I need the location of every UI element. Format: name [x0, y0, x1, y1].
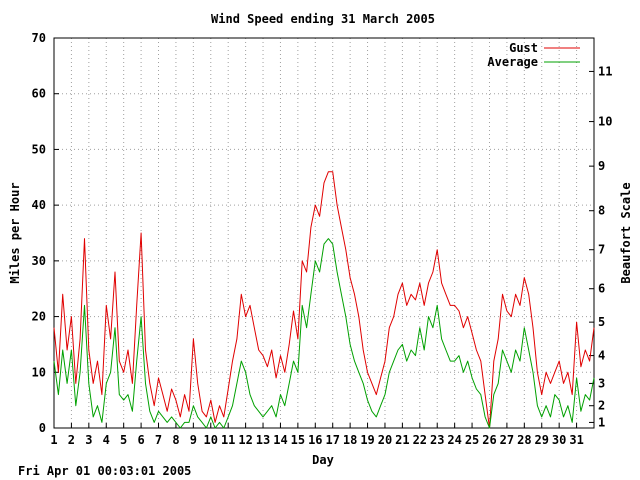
gust-line: [53, 171, 595, 429]
x-tick-label: 19: [360, 433, 374, 447]
x-tick-label: 5: [120, 433, 127, 447]
x-tick-label: 22: [413, 433, 427, 447]
x-tick-label: 20: [378, 433, 392, 447]
x-tick-label: 27: [500, 433, 514, 447]
y2-axis-label: Beaufort Scale: [619, 182, 633, 283]
y-tick-label: 20: [32, 310, 46, 324]
y-tick-label: 60: [32, 87, 46, 101]
plot-frame: [53, 37, 595, 429]
x-tick-label: 25: [465, 433, 479, 447]
y-tick-label: 70: [32, 31, 46, 45]
beaufort-tick-label: 5: [598, 315, 605, 329]
x-tick-label: 16: [308, 433, 322, 447]
beaufort-tick-label: 9: [598, 159, 605, 173]
x-tick-label: 3: [85, 433, 92, 447]
x-tick-label: 26: [482, 433, 496, 447]
x-tick-label: 2: [68, 433, 75, 447]
legend: Gust Average: [487, 41, 580, 69]
x-tick-label: 21: [395, 433, 409, 447]
x-tick-label: 29: [535, 433, 549, 447]
beaufort-tick-label: 7: [598, 243, 605, 257]
x-tick-label: 28: [517, 433, 531, 447]
x-tick-label: 13: [256, 433, 270, 447]
beaufort-axis: 1 2 3 4 5 6 7 8 9 10 11: [589, 64, 612, 429]
x-axis: 1 2 3 4 5 6 7 8 9 10 11 12 13 14 15 16 17 18 19 20 21 22 23 24 2…: [50, 423, 584, 447]
x-tick-label: 8: [172, 433, 179, 447]
y-tick-label: 0: [39, 421, 46, 435]
beaufort-tick-label: 2: [598, 399, 605, 413]
legend-gust-label: Gust: [509, 41, 538, 55]
y-tick-label: 10: [32, 365, 46, 379]
beaufort-tick-label: 1: [598, 415, 605, 429]
x-tick-label: 6: [137, 433, 144, 447]
beaufort-tick-label: 6: [598, 282, 605, 296]
average-line: [53, 238, 595, 429]
y-axis: 0 10 20 30 40 50 60 70: [32, 31, 59, 435]
x-tick-label: 18: [343, 433, 357, 447]
y-tick-label: 40: [32, 198, 46, 212]
y-axis-label: Miles per Hour: [8, 182, 22, 283]
x-tick-label: 31: [569, 433, 583, 447]
y-tick-label: 50: [32, 142, 46, 156]
grid: [54, 38, 594, 428]
x-tick-label: 24: [447, 433, 461, 447]
x-tick-label: 11: [221, 433, 235, 447]
y-tick-label: 30: [32, 254, 46, 268]
chart-title: Wind Speed ending 31 March 2005: [211, 12, 435, 26]
x-tick-label: 14: [273, 433, 287, 447]
x-tick-label: 12: [238, 433, 252, 447]
beaufort-tick-label: 11: [598, 64, 612, 78]
x-tick-label: 15: [291, 433, 305, 447]
beaufort-tick-label: 4: [598, 349, 605, 363]
x-tick-label: 30: [552, 433, 566, 447]
beaufort-tick-label: 8: [598, 204, 605, 218]
x-tick-label: 23: [430, 433, 444, 447]
x-tick-label: 17: [325, 433, 339, 447]
timestamp: Fri Apr 01 00:03:01 2005: [18, 464, 192, 478]
x-tick-label: 10: [204, 433, 218, 447]
x-tick-label: 4: [103, 433, 110, 447]
legend-average-label: Average: [487, 55, 538, 69]
x-tick-label: 1: [50, 433, 57, 447]
x-tick-label: 7: [155, 433, 162, 447]
series-lines: [53, 171, 595, 429]
beaufort-tick-label: 10: [598, 115, 612, 129]
x-axis-label: Day: [312, 453, 334, 467]
beaufort-tick-label: 3: [598, 376, 605, 390]
x-tick-label: 9: [190, 433, 197, 447]
